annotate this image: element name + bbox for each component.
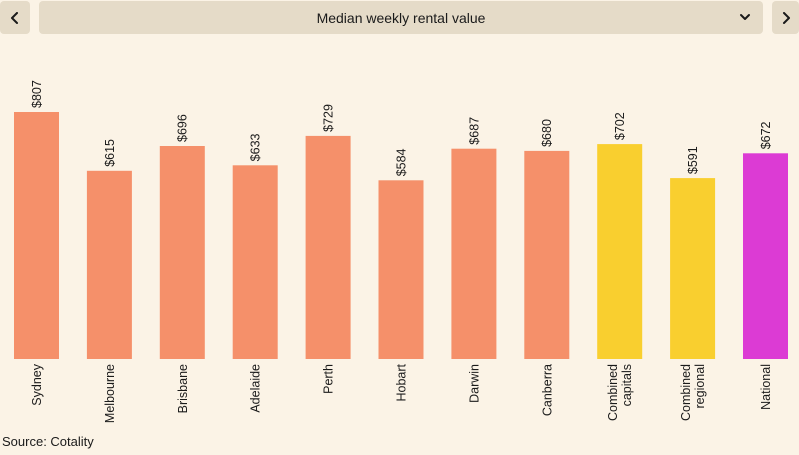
category-label: Combinedcapitals [606,364,634,421]
chart-selector-bar: Median weekly rental value [0,0,799,36]
bar-value-label: $591 [686,146,700,174]
category-label-line: Adelaide [249,364,263,413]
category-label-line: Perth [322,364,336,394]
bar-value-label: $696 [176,114,190,142]
bar-value-label: $615 [103,139,117,167]
category-label: Perth [322,364,336,394]
category-label-line: capitals [620,364,634,406]
category-label: Combinedregional [679,364,707,421]
category-label: Canberra [540,364,554,416]
bar [451,148,497,359]
category-label-line: National [759,364,773,410]
chart-dropdown[interactable]: Median weekly rental value [39,1,763,34]
chevron-left-icon [11,11,18,24]
chevron-down-icon [740,14,750,20]
bar [305,135,351,359]
category-label: Darwin [467,364,481,403]
bar [159,146,205,359]
bar-value-label: $680 [540,119,554,147]
bar [232,165,278,359]
category-label-line: Canberra [540,364,554,416]
next-chart-button[interactable] [772,1,799,34]
bar [378,180,424,359]
bar [670,178,716,359]
bar-value-label: $584 [394,148,408,176]
category-label: Melbourne [103,364,117,423]
bar-value-label: $672 [759,121,773,149]
chevron-right-icon [782,11,790,24]
category-label: Sydney [30,363,44,405]
category-label-line: Sydney [30,363,44,405]
chart-dropdown-label: Median weekly rental value [316,9,486,26]
category-label-line: Hobart [395,363,409,401]
bar-value-label: $702 [613,112,627,140]
bar-value-label: $687 [467,117,481,145]
bar [14,112,59,359]
category-label: Hobart [395,363,409,401]
bar-value-label: $729 [321,104,335,132]
category-label-line: Brisbane [176,364,190,413]
category-label-line: Combined [679,364,693,421]
bar [524,150,570,359]
bar [86,170,132,359]
bar-value-label: $807 [30,80,44,108]
category-label: Adelaide [249,364,263,413]
bar-value-label: $633 [249,133,263,161]
category-label: National [759,364,773,410]
source-note: Source: Cotality [2,434,94,449]
category-label: Brisbane [176,364,190,413]
bar [743,153,788,359]
bar-chart: $807 Sydney $615 Melbourne $696 Brisbane $633 A… [14,80,788,423]
category-label-line: Melbourne [103,364,117,423]
bar [597,144,643,359]
previous-chart-button[interactable] [0,1,30,34]
category-label-line: Combined [606,364,620,421]
category-label-line: regional [693,364,707,408]
category-label-line: Darwin [467,364,481,403]
